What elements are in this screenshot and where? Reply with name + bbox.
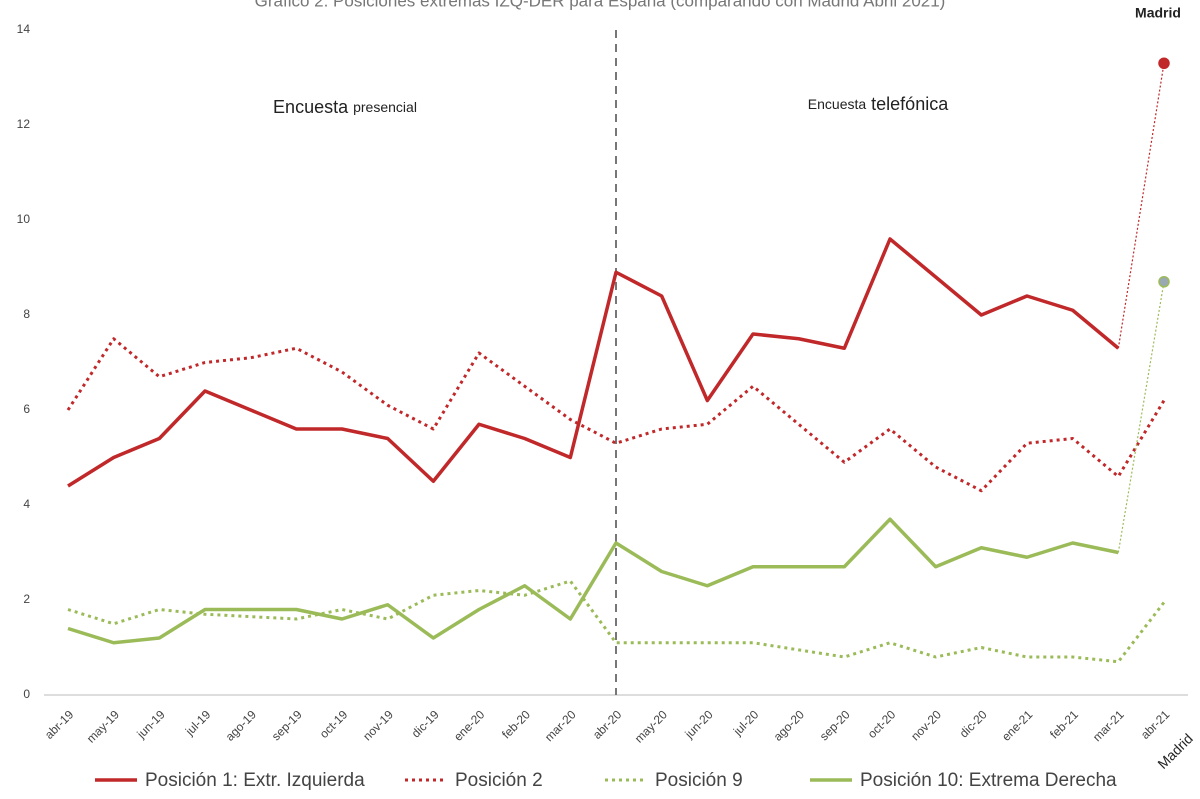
annotation-part: presencial xyxy=(353,99,417,115)
x-tick-label: abr-19 xyxy=(42,707,77,742)
highlight-marker xyxy=(1158,57,1170,69)
x-tick-label: jun-19 xyxy=(134,707,168,741)
x-tick-label: feb-21 xyxy=(1047,707,1081,741)
series-line xyxy=(67,579,1166,664)
x-tick-label: sep-20 xyxy=(817,707,853,743)
annotation-part: telefónica xyxy=(871,94,949,114)
x-tick-label: nov-19 xyxy=(360,707,396,743)
x-tick-label: feb-20 xyxy=(499,707,533,741)
annotation: Encuesta telefónica xyxy=(808,94,949,114)
x-tick-label: jul-19 xyxy=(182,707,214,739)
highlight-connector xyxy=(1117,281,1165,553)
series-line xyxy=(67,237,1120,488)
annotation-part: Encuesta xyxy=(273,97,349,117)
x-tick-label: may-20 xyxy=(632,707,670,745)
x-tick-label: ene-21 xyxy=(999,707,1036,744)
y-tick-label: 12 xyxy=(17,117,31,131)
y-tick-label: 14 xyxy=(17,22,31,36)
x-tick-label: jun-20 xyxy=(682,707,716,741)
x-tick-label: jul-20 xyxy=(730,707,762,739)
legend-label: Posición 10: Extrema Derecha xyxy=(860,770,1117,791)
annotation-part: Encuesta xyxy=(808,96,867,112)
legend-label: Posición 9 xyxy=(655,770,743,791)
x-tick-label: may-19 xyxy=(84,707,122,745)
x-tick-label: ago-20 xyxy=(771,707,808,744)
y-tick-label: 10 xyxy=(17,212,31,226)
highlight-label: Madrid xyxy=(1154,730,1196,772)
highlight-connector xyxy=(1117,63,1165,349)
legend-label: Posición 2 xyxy=(455,770,543,791)
y-tick-label: 0 xyxy=(23,687,30,701)
y-tick-label: 2 xyxy=(23,592,30,606)
series-line xyxy=(67,517,1119,645)
chart-title: Gráfico 2. Posiciones extremas IZQ-DER p… xyxy=(255,0,946,10)
annotation: Encuesta presencial xyxy=(273,97,417,117)
x-tick-label: oct-20 xyxy=(865,707,899,741)
x-tick-label: abr-20 xyxy=(590,707,625,742)
x-tick-label: dic-20 xyxy=(957,707,990,740)
y-tick-label: 4 xyxy=(23,497,30,511)
x-tick-label: abr-21 xyxy=(1138,707,1173,742)
legend-label: Posición 1: Extr. Izquierda xyxy=(145,770,365,791)
highlight-marker xyxy=(1158,276,1170,288)
x-tick-label: ene-20 xyxy=(451,707,488,744)
x-tick-label: mar-20 xyxy=(542,707,579,744)
x-tick-label: oct-19 xyxy=(317,707,351,741)
y-tick-label: 6 xyxy=(23,402,30,416)
highlight-label: Madrid xyxy=(1135,5,1181,21)
x-tick-label: sep-19 xyxy=(269,707,305,743)
y-tick-label: 8 xyxy=(23,307,30,321)
x-tick-label: mar-21 xyxy=(1090,707,1127,744)
x-tick-label: dic-19 xyxy=(409,707,442,740)
x-tick-label: nov-20 xyxy=(908,707,944,743)
x-tick-label: ago-19 xyxy=(223,707,260,744)
series-line xyxy=(66,337,1166,493)
